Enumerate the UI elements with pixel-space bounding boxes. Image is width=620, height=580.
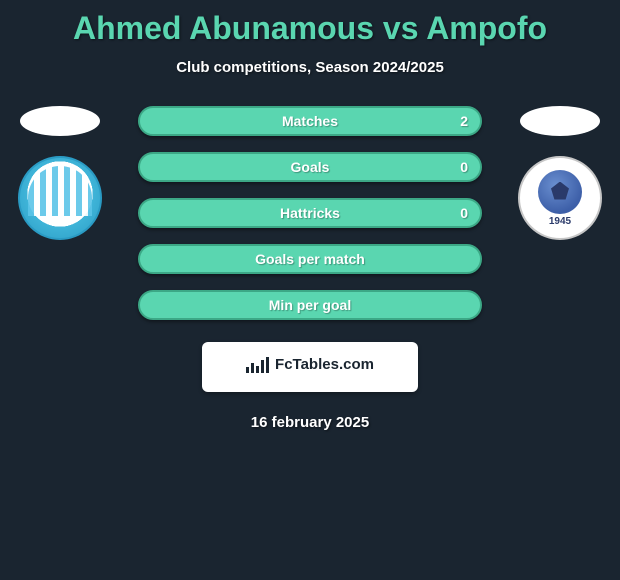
stat-label: Goals per match (255, 251, 365, 267)
bar-chart-icon (246, 357, 269, 373)
club-year: 1945 (549, 216, 571, 227)
stat-value-right: 2 (460, 113, 468, 129)
left-team-column (10, 106, 110, 240)
stat-row-hattricks: Hattricks 0 (138, 198, 482, 228)
right-team-column: 1945 (510, 106, 610, 240)
stat-row-goals: Goals 0 (138, 152, 482, 182)
date-text: 16 february 2025 (0, 414, 620, 431)
stat-row-goals-per-match: Goals per match (138, 244, 482, 274)
stat-rows: Matches 2 Goals 0 Hattricks 0 Goals per … (138, 106, 482, 320)
stat-label: Matches (282, 113, 338, 129)
stat-row-matches: Matches 2 (138, 106, 482, 136)
page-title: Ahmed Abunamous vs Ampofo (0, 0, 620, 47)
subtitle: Club competitions, Season 2024/2025 (0, 59, 620, 76)
stat-row-min-per-goal: Min per goal (138, 290, 482, 320)
stat-label: Hattricks (280, 205, 340, 221)
stats-container: 1945 Matches 2 Goals 0 Hattricks 0 Goals… (0, 106, 620, 320)
right-flag-icon (520, 106, 600, 136)
attribution-card[interactable]: FcTables.com (202, 342, 418, 392)
ball-icon (538, 170, 582, 214)
left-club-logo (18, 156, 102, 240)
stat-label: Goals (291, 159, 330, 175)
attribution-text: FcTables.com (275, 356, 374, 373)
left-flag-icon (20, 106, 100, 136)
stat-value-right: 0 (460, 205, 468, 221)
right-club-logo: 1945 (518, 156, 602, 240)
stat-label: Min per goal (269, 297, 351, 313)
stat-value-right: 0 (460, 159, 468, 175)
